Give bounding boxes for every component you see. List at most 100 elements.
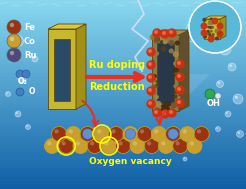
Polygon shape <box>152 35 179 111</box>
Circle shape <box>175 91 178 94</box>
Circle shape <box>176 73 184 81</box>
Polygon shape <box>76 24 86 109</box>
Circle shape <box>169 40 174 45</box>
Circle shape <box>32 56 38 62</box>
Circle shape <box>171 103 176 108</box>
Circle shape <box>162 105 164 107</box>
Circle shape <box>176 86 184 94</box>
Text: O: O <box>29 88 35 97</box>
Circle shape <box>160 37 164 41</box>
Bar <box>0 154 246 157</box>
Bar <box>0 164 246 167</box>
Circle shape <box>208 36 214 42</box>
Circle shape <box>176 36 179 38</box>
Circle shape <box>153 109 161 117</box>
Bar <box>0 6 246 9</box>
Circle shape <box>164 41 167 44</box>
Bar <box>0 82 246 85</box>
Circle shape <box>213 22 214 24</box>
Polygon shape <box>48 24 86 29</box>
Bar <box>0 19 246 22</box>
Circle shape <box>22 70 30 78</box>
Circle shape <box>211 31 212 32</box>
Circle shape <box>16 70 24 78</box>
Circle shape <box>161 110 169 118</box>
Circle shape <box>178 88 180 90</box>
Polygon shape <box>152 30 189 35</box>
Circle shape <box>126 129 130 133</box>
Circle shape <box>26 125 28 127</box>
Bar <box>0 107 246 110</box>
Circle shape <box>161 109 164 111</box>
Circle shape <box>216 81 224 88</box>
Bar <box>157 43 174 103</box>
Circle shape <box>169 129 173 133</box>
Circle shape <box>69 129 73 133</box>
Bar <box>0 180 246 183</box>
Bar <box>0 139 246 142</box>
Circle shape <box>123 126 138 142</box>
Bar <box>0 35 246 38</box>
Circle shape <box>178 101 180 103</box>
Polygon shape <box>204 16 226 19</box>
Circle shape <box>216 37 218 40</box>
Bar <box>0 117 246 120</box>
Bar <box>0 53 246 57</box>
Circle shape <box>184 158 185 159</box>
Bar <box>0 16 246 19</box>
Circle shape <box>210 20 213 23</box>
Circle shape <box>174 68 178 72</box>
Circle shape <box>161 141 166 146</box>
Circle shape <box>13 36 24 46</box>
Circle shape <box>212 18 218 24</box>
Bar <box>0 183 246 186</box>
Circle shape <box>174 85 176 87</box>
Circle shape <box>226 112 228 114</box>
Circle shape <box>149 102 151 104</box>
Circle shape <box>198 137 202 141</box>
Circle shape <box>87 139 102 153</box>
Circle shape <box>153 29 161 37</box>
Circle shape <box>212 34 214 35</box>
Bar <box>0 57 246 60</box>
Circle shape <box>228 63 236 71</box>
Circle shape <box>125 129 136 139</box>
Circle shape <box>163 112 165 114</box>
Circle shape <box>216 127 218 129</box>
Circle shape <box>69 148 70 149</box>
Bar <box>0 25 246 28</box>
Circle shape <box>147 141 151 146</box>
Circle shape <box>225 111 231 117</box>
Circle shape <box>166 126 181 142</box>
Circle shape <box>174 62 177 65</box>
Bar <box>0 50 246 53</box>
Circle shape <box>15 37 18 41</box>
Bar <box>0 60 246 63</box>
Circle shape <box>218 32 221 34</box>
Bar <box>0 151 246 154</box>
Circle shape <box>176 141 180 146</box>
Circle shape <box>210 18 212 20</box>
Circle shape <box>10 51 14 55</box>
Circle shape <box>209 34 211 36</box>
Circle shape <box>156 102 161 106</box>
Bar <box>0 28 246 32</box>
Circle shape <box>208 22 211 24</box>
Circle shape <box>176 60 184 68</box>
Circle shape <box>176 99 184 107</box>
Circle shape <box>161 46 166 51</box>
Circle shape <box>203 36 206 38</box>
Circle shape <box>215 93 221 99</box>
Circle shape <box>190 141 194 146</box>
Circle shape <box>164 102 169 106</box>
Circle shape <box>45 139 60 153</box>
Circle shape <box>5 91 11 97</box>
Circle shape <box>219 23 221 26</box>
Polygon shape <box>220 16 226 39</box>
Circle shape <box>155 52 158 55</box>
Circle shape <box>90 141 94 146</box>
Circle shape <box>147 61 155 69</box>
Bar <box>0 41 246 44</box>
Circle shape <box>7 20 21 34</box>
Circle shape <box>219 43 231 55</box>
